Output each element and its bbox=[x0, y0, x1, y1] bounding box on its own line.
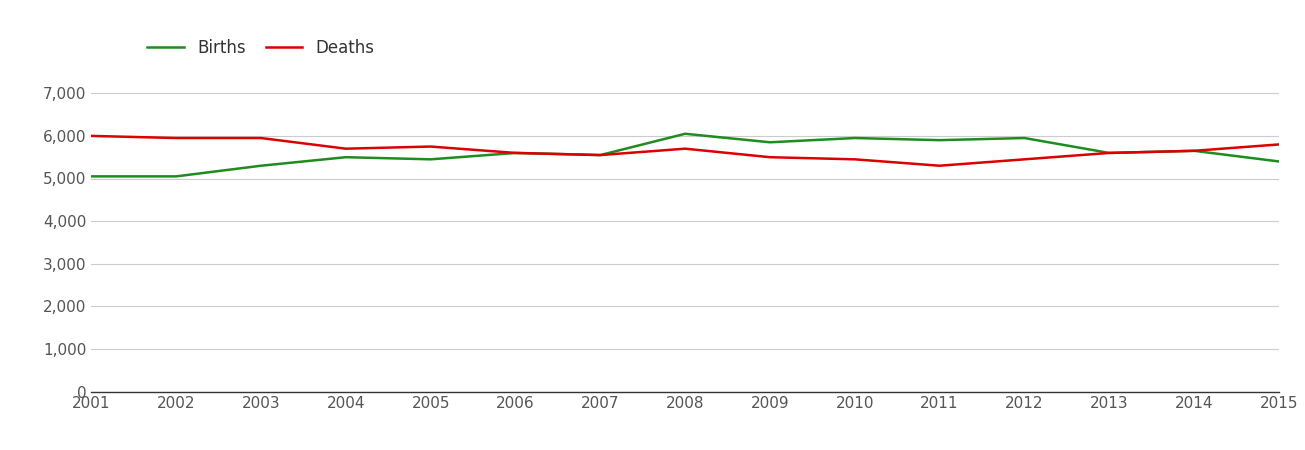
Deaths bbox=[84, 133, 99, 139]
Deaths bbox=[338, 146, 354, 151]
Deaths bbox=[168, 135, 184, 141]
Deaths bbox=[1101, 150, 1117, 156]
Births bbox=[1186, 148, 1202, 153]
Births bbox=[932, 137, 947, 143]
Births bbox=[508, 150, 523, 156]
Legend: Births, Deaths: Births, Deaths bbox=[147, 39, 375, 57]
Deaths bbox=[1186, 148, 1202, 153]
Births bbox=[1017, 135, 1032, 141]
Births bbox=[847, 135, 863, 141]
Deaths bbox=[932, 163, 947, 168]
Deaths bbox=[1017, 157, 1032, 162]
Births bbox=[84, 174, 99, 179]
Deaths bbox=[1271, 142, 1287, 147]
Births bbox=[1101, 150, 1117, 156]
Births bbox=[1271, 159, 1287, 164]
Line: Births: Births bbox=[91, 134, 1279, 176]
Deaths bbox=[508, 150, 523, 156]
Deaths bbox=[677, 146, 693, 151]
Births bbox=[338, 154, 354, 160]
Births bbox=[253, 163, 269, 168]
Births bbox=[592, 153, 608, 158]
Line: Deaths: Deaths bbox=[91, 136, 1279, 166]
Births bbox=[762, 140, 778, 145]
Births bbox=[423, 157, 438, 162]
Deaths bbox=[762, 154, 778, 160]
Deaths bbox=[253, 135, 269, 141]
Deaths bbox=[423, 144, 438, 149]
Deaths bbox=[592, 153, 608, 158]
Births bbox=[677, 131, 693, 136]
Deaths bbox=[847, 157, 863, 162]
Births bbox=[168, 174, 184, 179]
